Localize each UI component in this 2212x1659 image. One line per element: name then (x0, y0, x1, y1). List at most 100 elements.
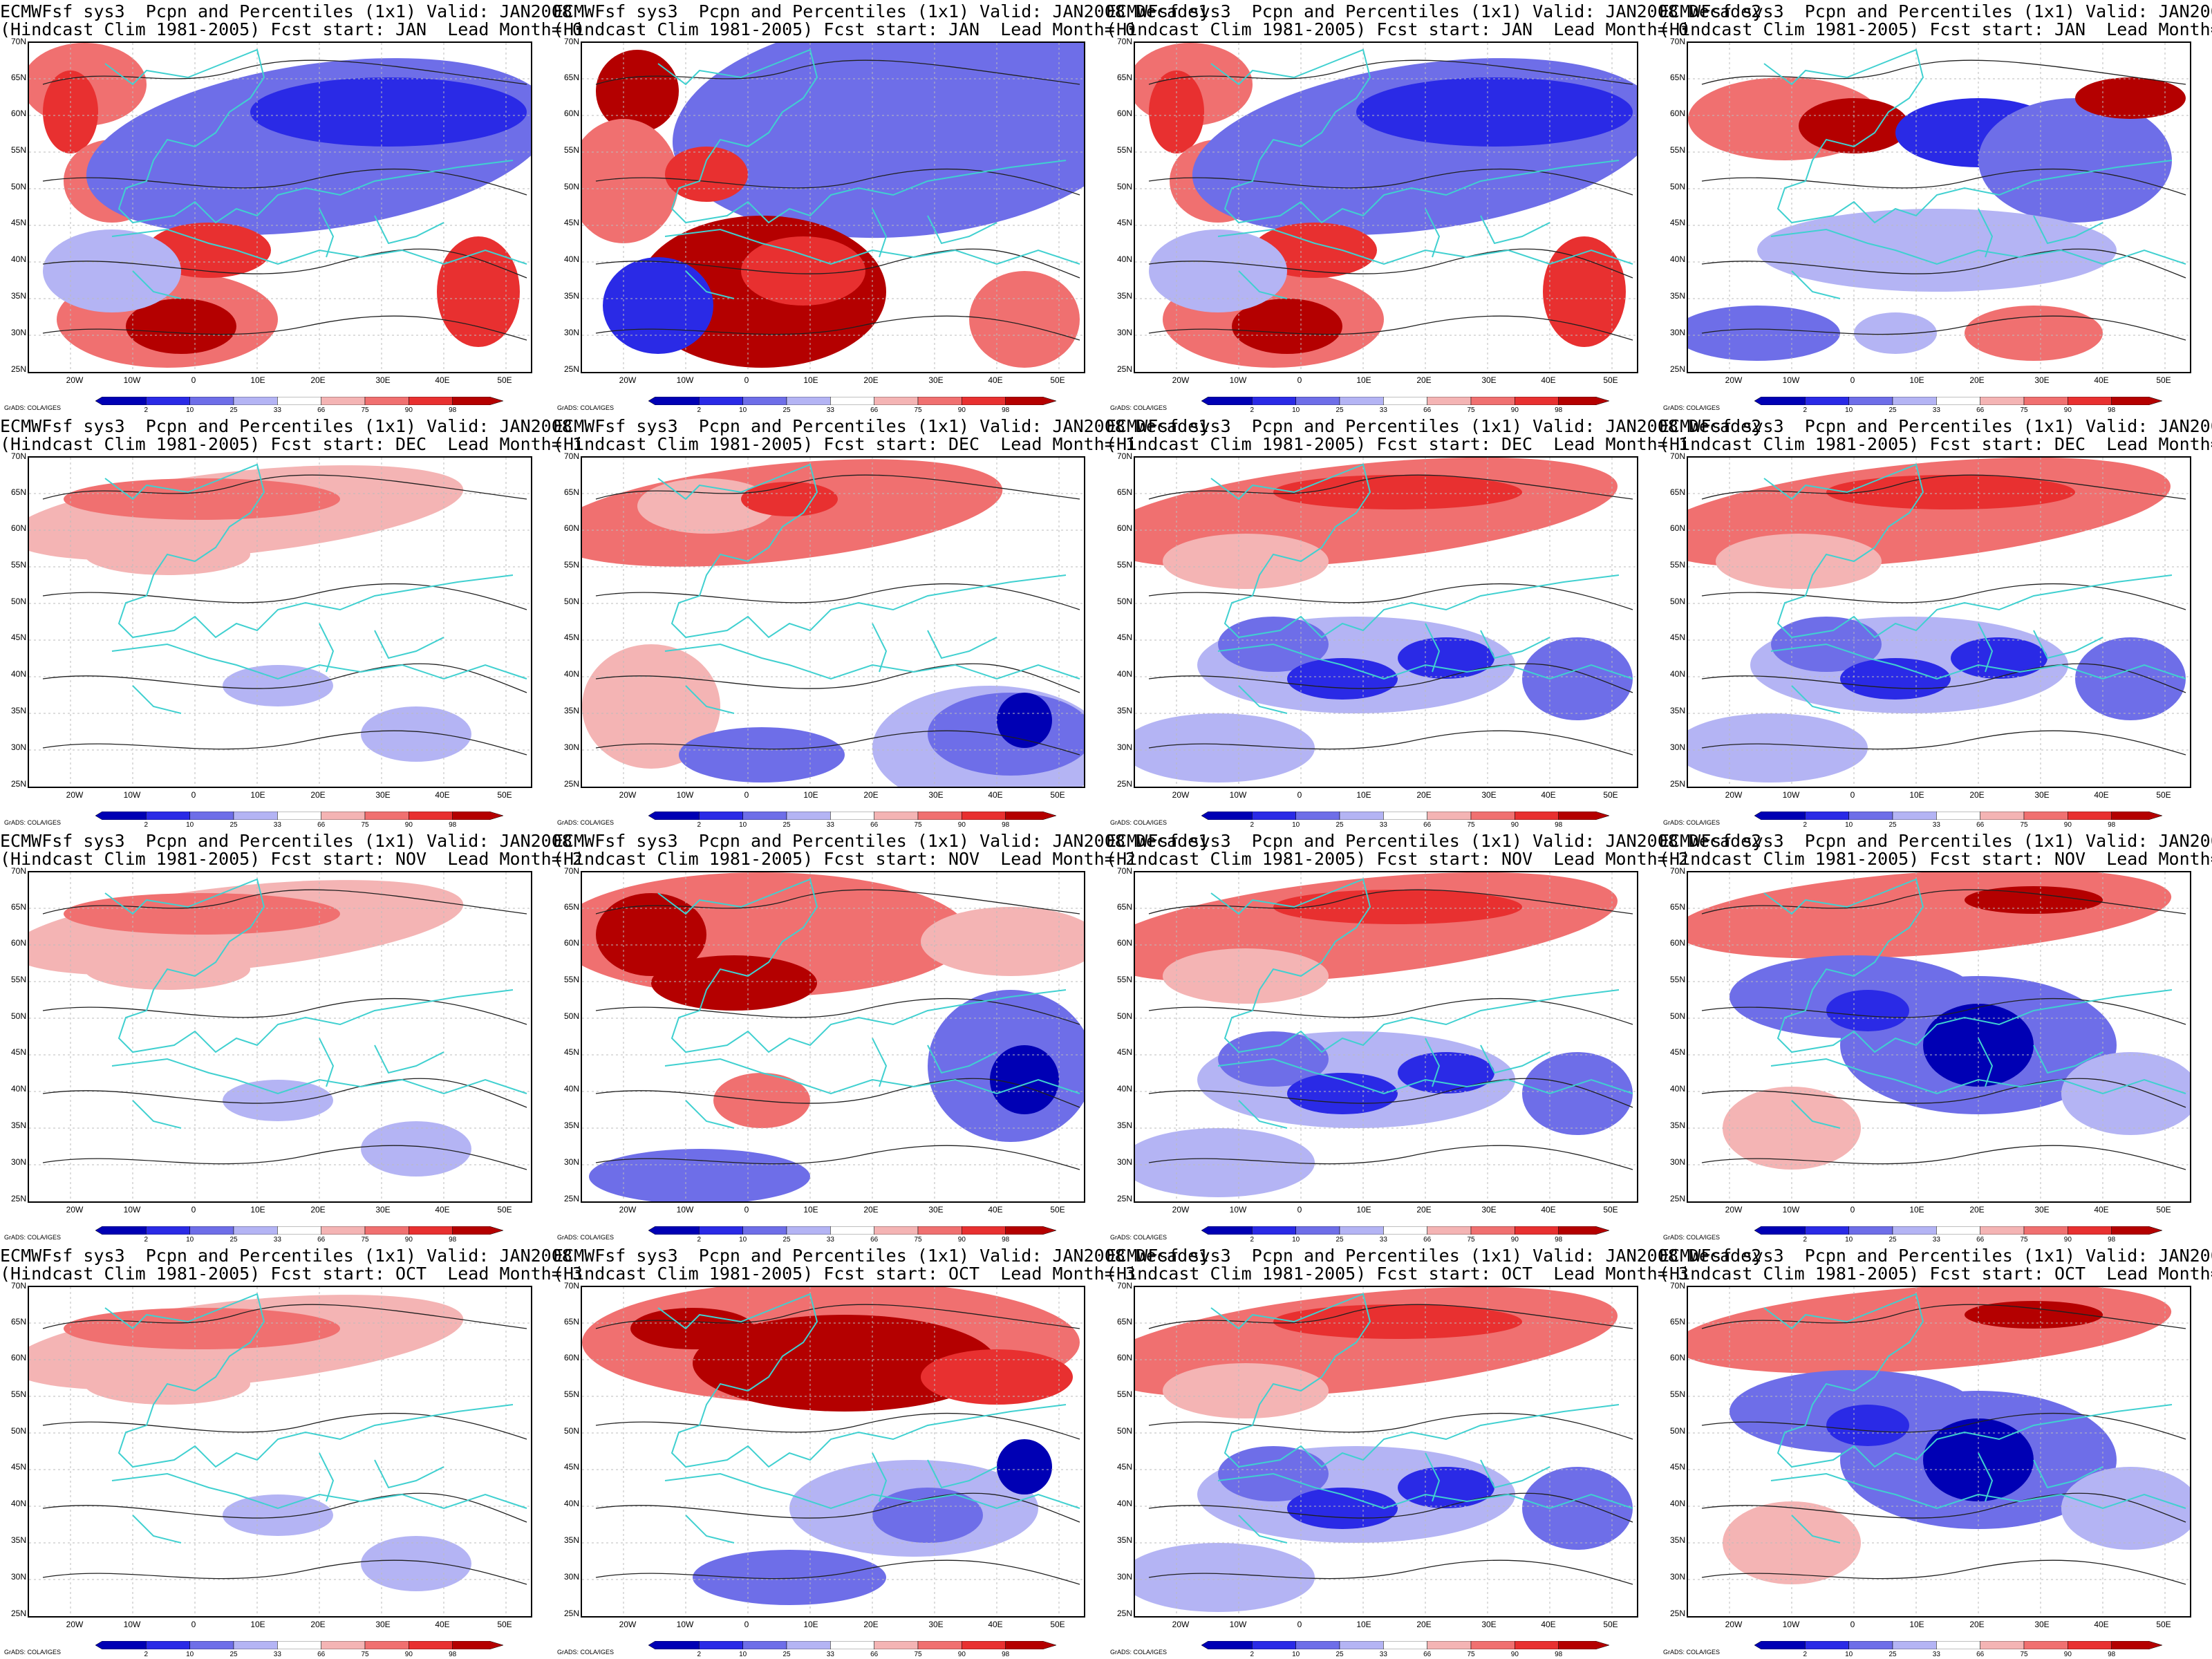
colorbar-label: 33 (1379, 821, 1387, 829)
contour-line (1701, 474, 2186, 500)
colorbar-label: 98 (2108, 1236, 2116, 1244)
longitude-label: 0 (1297, 375, 1302, 385)
colorbar-swatch (1754, 1641, 1806, 1649)
contour-line (595, 59, 1080, 85)
latitude-label: 30N (10, 742, 26, 752)
map-panel: ECMWFsf sys3 Pcpn and Percentiles (1x1) … (1106, 830, 1761, 1244)
latitude-label: 30N (563, 328, 579, 337)
colorbar-label: 33 (826, 406, 834, 414)
colorbar-swatch (2111, 812, 2162, 820)
colorbar-swatch (2111, 397, 2162, 405)
colorbar-swatch (146, 397, 190, 405)
latitude-label: 50N (1669, 182, 1685, 191)
longitude-label: 20E (1416, 790, 1432, 800)
latitude-label: 45N (1669, 1462, 1685, 1472)
longitude-label: 40E (988, 1620, 1003, 1629)
contour-line (1701, 1492, 2186, 1523)
longitude-label: 10W (1229, 1205, 1247, 1215)
coastline (104, 48, 527, 299)
colorbar-swatch (146, 812, 190, 820)
longitude-label: 20E (1969, 375, 1985, 385)
latitude-label: 55N (563, 145, 579, 155)
longitude-label: 0 (744, 790, 749, 800)
colorbar-label: 25 (1335, 406, 1344, 414)
colorbar-swatch (1005, 1641, 1056, 1649)
latitude-label: 65N (563, 902, 579, 912)
coastline (657, 48, 1080, 299)
percentile-map (581, 1286, 1085, 1618)
latitude-label: 35N (563, 1121, 579, 1130)
latitude-label: 50N (1116, 182, 1132, 191)
contour-line (595, 1492, 1080, 1523)
latitude-label: 45N (563, 1462, 579, 1472)
contour-line (1148, 997, 1633, 1025)
latitude-label: 35N (10, 1121, 26, 1130)
longitude-label: 40E (988, 375, 1003, 385)
colorbar-swatch (1339, 1226, 1384, 1235)
latitude-label: 25N (10, 779, 26, 789)
percentile-shading (1965, 1301, 2103, 1329)
colorbar-swatch (1339, 397, 1384, 405)
panel-title: ECMWFsf sys3 Pcpn and Percentiles (1x1) … (1659, 1246, 2212, 1266)
colorbar-swatch (1754, 1226, 1806, 1235)
credit-text: GrADS: COLA/IGES (557, 1649, 615, 1656)
colorbar-swatch (1252, 1226, 1296, 1235)
latitude-label: 65N (1116, 1317, 1132, 1327)
latitude-label: 35N (1669, 706, 1685, 715)
colorbar-swatch (786, 397, 831, 405)
panel-subtitle: (Hindcast Clim 1981-2005) Fcst start: DE… (1659, 434, 2212, 454)
longitude-label: 10E (803, 1205, 818, 1215)
latitude-label: 70N (1116, 1281, 1132, 1291)
colorbar-swatch (699, 812, 743, 820)
longitude-label: 10W (1229, 790, 1247, 800)
percentile-shading (651, 955, 817, 1011)
longitude-label: 0 (1297, 790, 1302, 800)
panel-title: ECMWFsf sys3 Pcpn and Percentiles (1x1) … (1659, 416, 2212, 436)
colorbar-label: 33 (826, 1236, 834, 1244)
colorbar-swatch (2023, 1226, 2068, 1235)
colorbar-swatch (1892, 1226, 1937, 1235)
contour-line (42, 315, 527, 341)
credit-text: GrADS: COLA/IGES (4, 819, 62, 826)
map-canvas (1135, 1287, 1637, 1616)
longitude-label: 20W (1172, 790, 1190, 800)
percentile-map (1687, 41, 2191, 373)
map-panel: ECMWFsf sys3 Pcpn and Percentiles (1x1) … (1659, 0, 2212, 415)
colorbar-label: 98 (2108, 821, 2116, 829)
colorbar-swatch (1201, 812, 1253, 820)
percentile-map (1134, 871, 1638, 1203)
colorbar-label: 98 (1555, 406, 1563, 414)
panel-subtitle: (Hindcast Clim 1981-2005) Fcst start: OC… (1659, 1264, 2212, 1284)
colorbar-swatch (1252, 1641, 1296, 1649)
longitude-label: 20E (863, 790, 879, 800)
contour-line (1701, 59, 2186, 85)
longitude-label: 0 (744, 375, 749, 385)
colorbar-swatch (452, 1641, 503, 1649)
coastline (104, 1293, 527, 1544)
percentile-map (1687, 871, 2191, 1203)
panel-subtitle: (Hindcast Clim 1981-2005) Fcst start: NO… (1659, 849, 2212, 869)
longitude-label: 20W (1172, 375, 1190, 385)
longitude-label: 50E (2156, 1620, 2171, 1629)
contour-line (42, 59, 527, 85)
latitude-label: 65N (563, 1317, 579, 1327)
latitude-label: 55N (563, 975, 579, 984)
colorbar-label: 98 (1002, 1651, 1010, 1658)
latitude-label: 70N (1116, 37, 1132, 46)
colorbar (1754, 812, 2162, 820)
colorbar-label: 33 (826, 1651, 834, 1658)
percentile-shading (1163, 534, 1329, 589)
latitude-label: 55N (1116, 1389, 1132, 1399)
colorbar-label: 2 (1803, 821, 1808, 829)
colorbar-swatch (364, 397, 409, 405)
latitude-label: 40N (1116, 254, 1132, 264)
longitude-label: 20E (863, 1205, 879, 1215)
latitude-label: 45N (563, 218, 579, 227)
colorbar-swatch (277, 812, 321, 820)
latitude-label: 50N (10, 182, 26, 191)
latitude-label: 55N (1669, 975, 1685, 984)
latitude-label: 25N (563, 1609, 579, 1618)
colorbar (648, 812, 1056, 820)
latitude-label: 45N (10, 632, 26, 642)
percentile-shading (582, 459, 1003, 567)
